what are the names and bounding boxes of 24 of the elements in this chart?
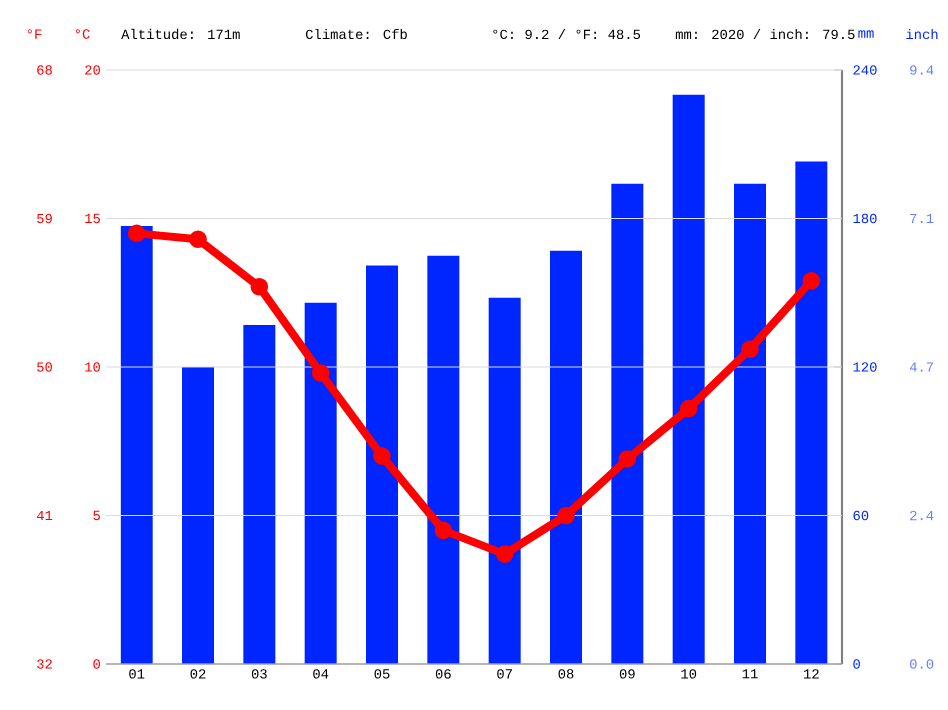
bar [243, 324, 276, 664]
bar [427, 255, 460, 664]
bar [120, 225, 153, 664]
point [495, 545, 514, 563]
bar [488, 297, 521, 664]
point [189, 230, 207, 249]
point [250, 278, 269, 296]
bar [366, 265, 399, 664]
point [557, 506, 575, 525]
point [434, 521, 453, 540]
bar [182, 367, 214, 664]
bar [795, 161, 828, 664]
point [679, 399, 698, 418]
point [618, 450, 637, 468]
bar [611, 183, 644, 664]
point [127, 224, 146, 243]
point [373, 447, 391, 465]
bar [304, 302, 337, 664]
point [741, 340, 759, 358]
point [802, 272, 821, 290]
bar [550, 250, 583, 664]
point [311, 364, 330, 382]
bar [734, 183, 766, 664]
bar [672, 94, 705, 664]
